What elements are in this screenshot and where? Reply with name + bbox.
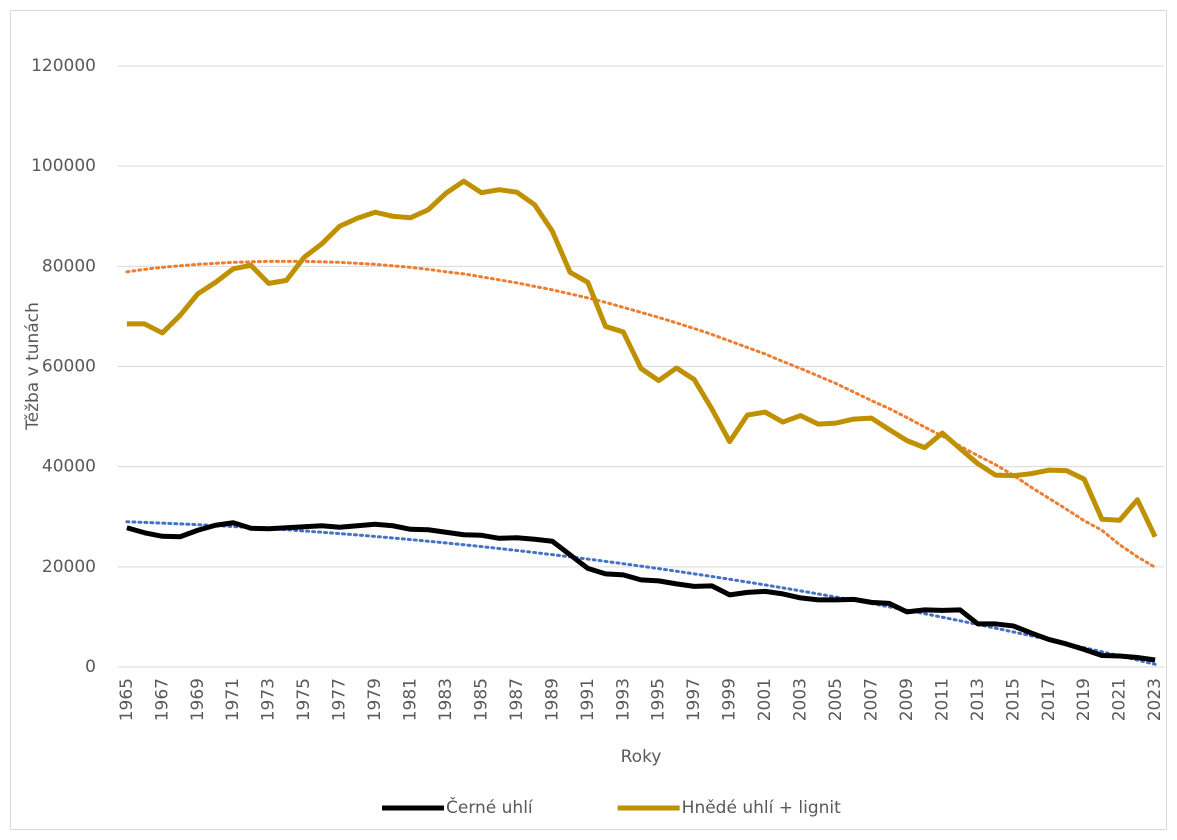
series-line	[126, 178, 1158, 538]
x-tick-label: 1969	[188, 678, 208, 721]
x-tick-label: 2003	[791, 678, 811, 721]
y-axis-title: Těžba v tunách	[23, 302, 43, 431]
x-tick-label: 1985	[471, 678, 491, 721]
x-tick-label: 1995	[649, 678, 669, 721]
y-tick-label: 60000	[42, 357, 96, 377]
x-tick-label: 2021	[1110, 678, 1130, 721]
x-tick-label: 1993	[613, 678, 633, 721]
x-tick-label: 1975	[294, 678, 314, 721]
x-tick-label: 1991	[578, 678, 598, 721]
x-tick-label: 1981	[401, 678, 421, 721]
y-tick-label: 20000	[42, 557, 96, 577]
y-tick-label: 0	[85, 657, 96, 677]
series-line	[126, 520, 1156, 663]
x-tick-label: 2007	[861, 678, 881, 721]
x-tick-label: 2013	[968, 678, 988, 721]
y-tick-label: 40000	[42, 457, 96, 477]
legend-label: Hnědé uhlí + lignit	[682, 798, 841, 818]
x-tick-label: 1977	[330, 678, 350, 721]
x-tick-label: 1987	[507, 678, 527, 721]
x-tick-label: 1989	[542, 678, 562, 721]
y-tick-label: 80000	[42, 256, 96, 276]
x-axis-title: Roky	[621, 747, 662, 767]
x-tick-label: 2017	[1039, 678, 1059, 721]
x-tick-label: 1997	[684, 678, 704, 721]
x-tick-label: 2011	[932, 678, 952, 721]
x-tick-label: 1979	[365, 678, 385, 721]
x-tick-label: 2009	[897, 678, 917, 721]
x-tick-label: 1983	[436, 678, 456, 721]
x-tick-label: 1967	[152, 678, 172, 721]
legend-label: Černé uhlí	[446, 796, 534, 818]
x-tick-label: 2015	[1003, 678, 1023, 721]
x-tick-label: 1999	[720, 678, 740, 721]
x-tick-label: 2005	[826, 678, 846, 721]
x-tick-label: 2023	[1145, 678, 1165, 721]
x-tick-label: 2001	[755, 678, 775, 721]
y-tick-label: 100000	[31, 156, 96, 176]
y-tick-label: 120000	[31, 56, 96, 76]
x-tick-label: 1965	[117, 678, 137, 721]
x-tick-label: 1973	[259, 678, 279, 721]
trend-line	[125, 259, 1157, 569]
x-tick-label: 1971	[223, 678, 243, 721]
x-tick-label: 2019	[1074, 678, 1094, 721]
chart-frame	[10, 10, 1167, 830]
